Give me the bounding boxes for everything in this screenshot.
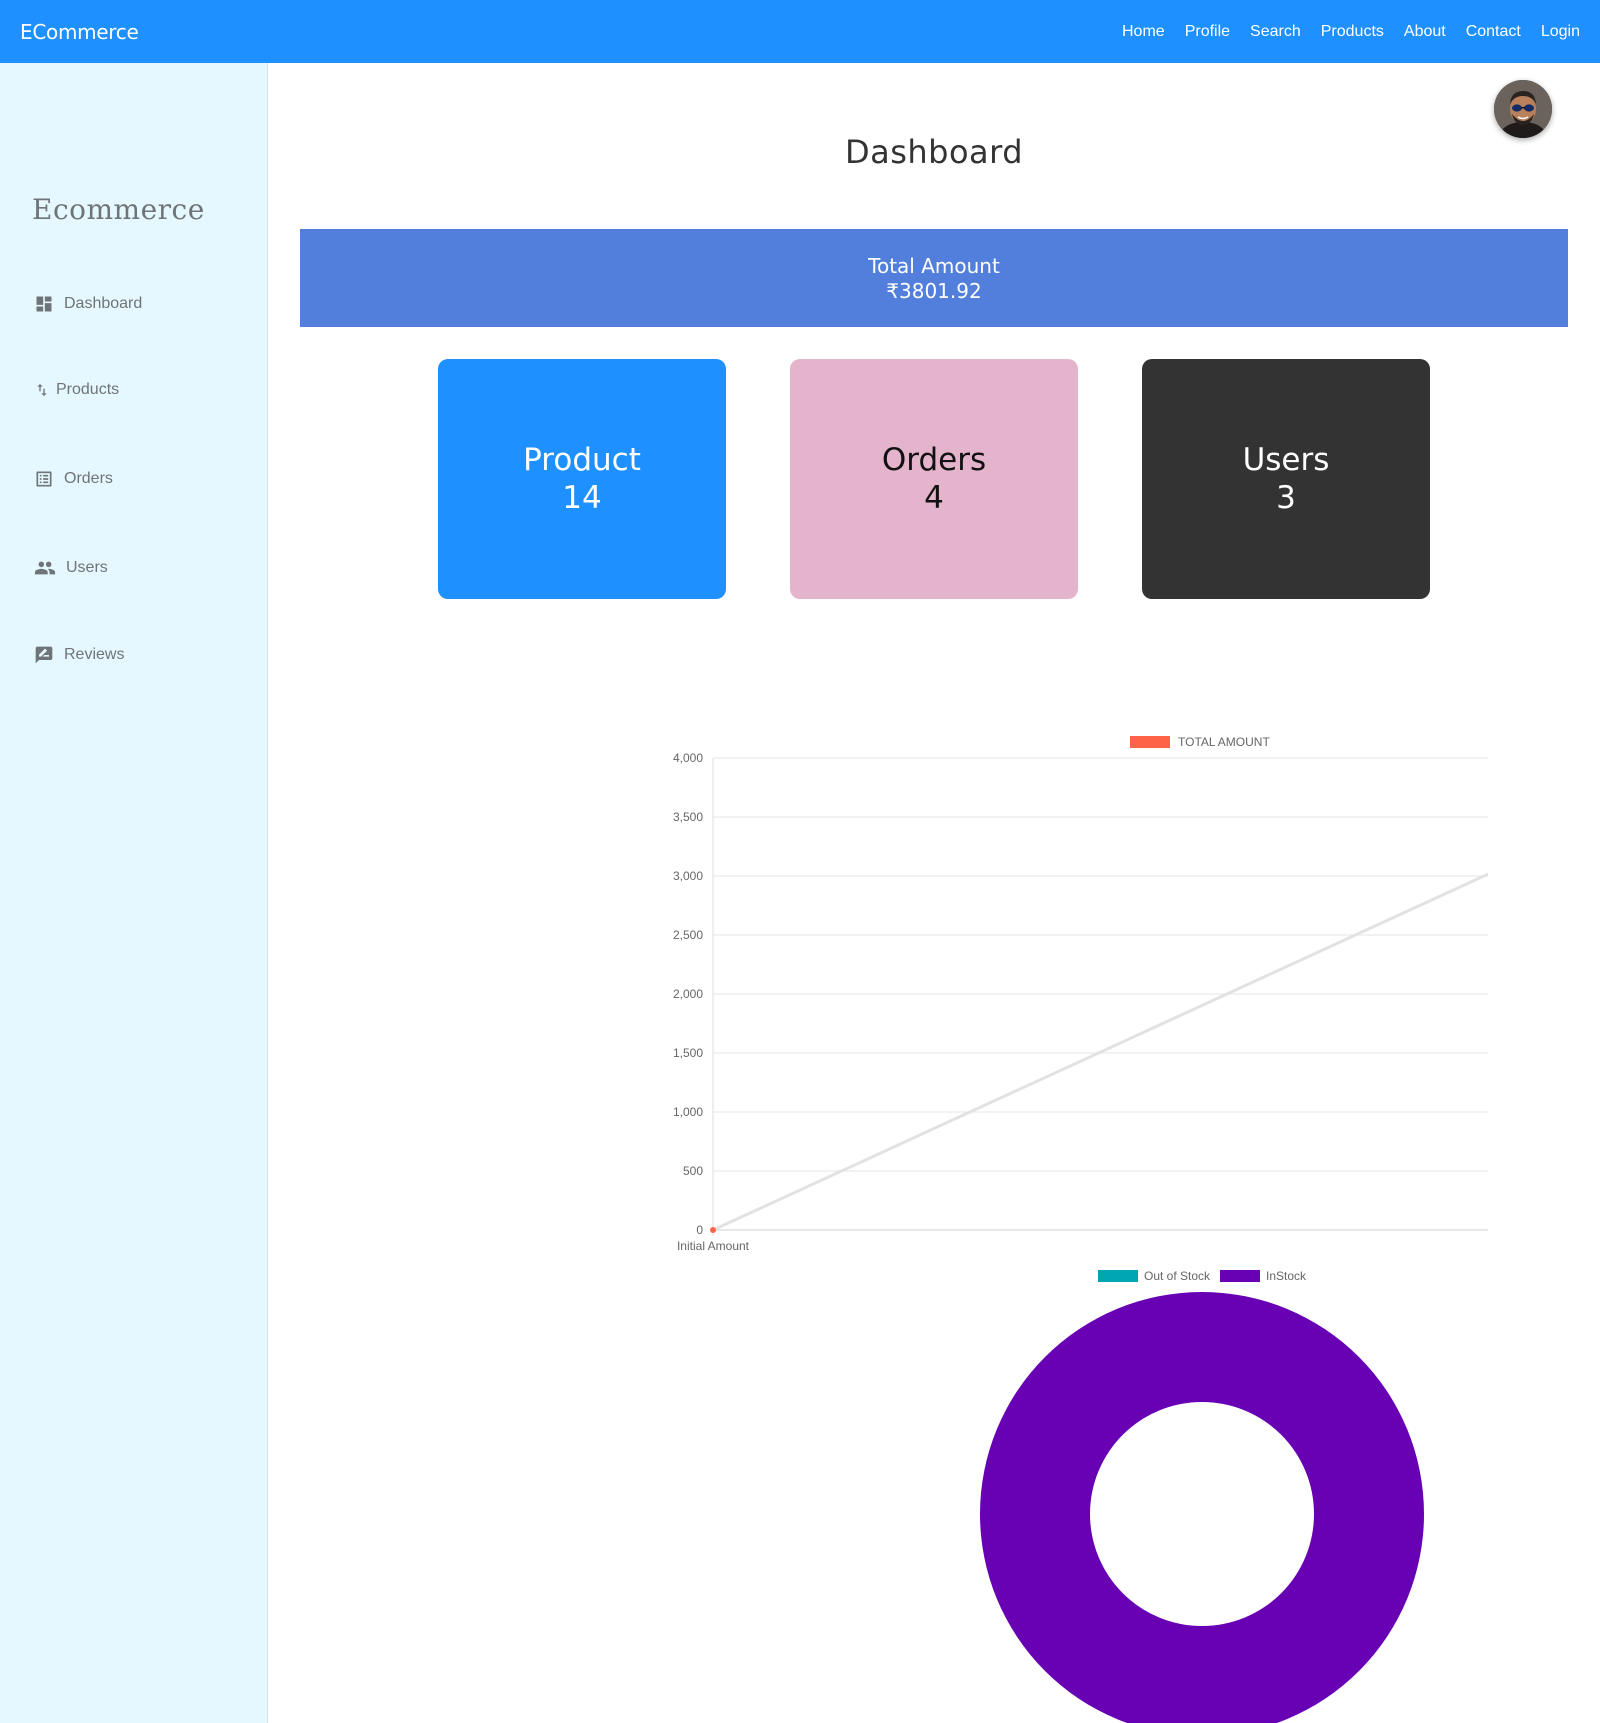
sidebar-item-orders[interactable]: Orders — [34, 469, 113, 489]
sidebar-item-label: Dashboard — [64, 295, 143, 312]
y-tick-label: 3,500 — [673, 810, 703, 824]
sidebar-item-label: Orders — [64, 470, 113, 487]
nav-link-home[interactable]: Home — [1122, 22, 1165, 40]
nav-link-contact[interactable]: Contact — [1465, 22, 1521, 40]
sidebar-logo[interactable]: Ecommerce — [32, 193, 205, 226]
sidebar-item-dashboard[interactable]: Dashboard — [34, 294, 142, 314]
sidebar-item-label: Products — [56, 381, 120, 398]
sidebar-item-label: Users — [66, 559, 108, 576]
nav-link-about[interactable]: About — [1403, 22, 1446, 40]
legend-swatch-instock — [1220, 1270, 1260, 1282]
total-amount-label: Total Amount — [868, 254, 1000, 278]
users-summary-card[interactable]: Users 3 — [1142, 359, 1430, 599]
avatar[interactable] — [1494, 80, 1552, 138]
card-label: Users — [1242, 442, 1330, 478]
legend-swatch-out-of-stock — [1098, 1270, 1138, 1282]
dashboard-icon — [36, 296, 52, 312]
charts-area: TOTAL AMOUNT 0 500 1,000 1,500 2,000 2,500 3,00… — [388, 663, 1600, 1723]
nav-link-login[interactable]: Login — [1540, 22, 1580, 40]
main-content: Dashboard Total Amount ₹3801.92 Product … — [268, 63, 1600, 1723]
people-icon — [34, 561, 56, 575]
avatar-face-icon — [1494, 80, 1552, 138]
y-tick-label: 0 — [696, 1223, 703, 1237]
card-label: Orders — [881, 442, 987, 478]
y-tick-label: 2,500 — [673, 928, 703, 942]
legend-label-out-of-stock: Out of Stock — [1144, 1269, 1211, 1283]
product-summary-card[interactable]: Product 14 — [438, 359, 726, 599]
sidebar-item-label: Reviews — [64, 646, 125, 663]
brand-link[interactable]: ECommerce — [20, 19, 139, 44]
card-value: 14 — [562, 480, 602, 516]
data-point — [710, 1227, 716, 1233]
sidebar-item-users[interactable]: Users — [34, 557, 108, 579]
donut-chart: Out of Stock InStock — [980, 1269, 1424, 1723]
sidebar: Ecommerce Dashboard Products Orders User… — [0, 63, 268, 1723]
page-title: Dashboard — [844, 133, 1024, 171]
top-navbar: ECommerce Home Profile Search Products A… — [0, 0, 1600, 63]
donut-slice-instock — [980, 1292, 1424, 1723]
list-alt-icon — [36, 471, 52, 487]
total-amount-banner: Total Amount ₹3801.92 — [300, 229, 1568, 327]
card-value: 4 — [924, 480, 944, 516]
card-label: Product — [523, 442, 641, 478]
y-tick-label: 4,000 — [673, 751, 703, 765]
y-tick-label: 500 — [683, 1164, 703, 1178]
series-line-total-amount — [712, 821, 1600, 1232]
nav-link-profile[interactable]: Profile — [1184, 22, 1231, 40]
card-value: 3 — [1276, 480, 1296, 516]
legend-label-total-amount: TOTAL AMOUNT — [1178, 735, 1270, 749]
nav-links: Home Profile Search Products About Conta… — [1122, 23, 1580, 41]
sidebar-item-reviews[interactable]: Reviews — [34, 645, 124, 665]
import-export-icon — [37, 384, 47, 396]
nav-link-products[interactable]: Products — [1320, 22, 1384, 40]
legend-swatch-total-amount — [1130, 736, 1170, 748]
y-tick-label: 1,000 — [673, 1105, 703, 1119]
orders-summary-card[interactable]: Orders 4 — [790, 359, 1078, 599]
y-tick-label: 2,000 — [673, 987, 703, 1001]
x-tick-label: Initial Amount — [677, 1239, 750, 1253]
total-amount-value: ₹3801.92 — [886, 279, 982, 303]
y-tick-label: 3,000 — [673, 869, 703, 883]
rate-review-icon — [35, 646, 53, 664]
nav-link-search[interactable]: Search — [1250, 22, 1301, 40]
y-tick-label: 1,500 — [673, 1046, 703, 1060]
legend-label-instock: InStock — [1266, 1269, 1307, 1283]
sidebar-item-products[interactable]: Products — [34, 381, 119, 399]
line-chart: TOTAL AMOUNT 0 500 1,000 1,500 2,000 2,500 3,00… — [673, 735, 1600, 1253]
